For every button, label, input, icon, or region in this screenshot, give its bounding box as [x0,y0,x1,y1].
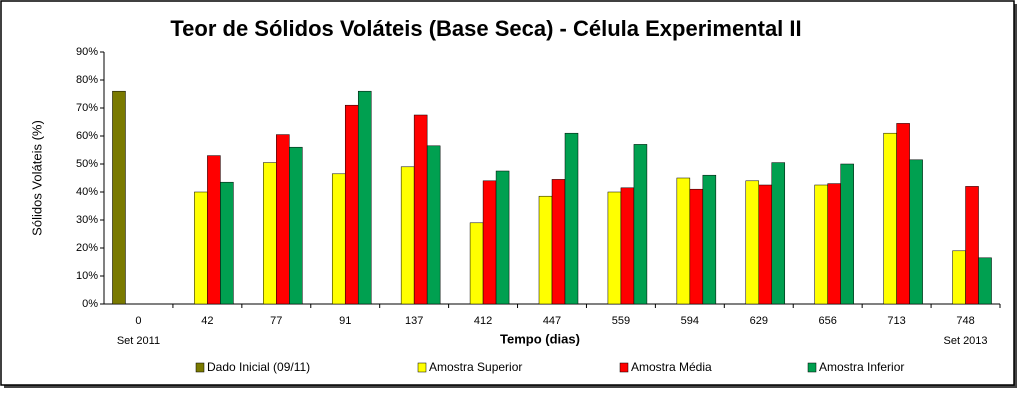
x-tick-label: 629 [750,315,768,327]
y-axis-title: Sólidos Voláteis (%) [29,120,44,236]
x-tick-label: 447 [543,315,561,327]
legend-swatch [195,362,205,373]
bar [771,162,786,305]
bar [276,134,290,305]
bar [551,179,566,305]
y-tick-label: 50% [76,158,98,170]
x-tick-label: 0 [135,315,141,327]
bar [814,184,828,305]
x-sublabel: Set 2011 [117,335,160,347]
bar [676,177,691,305]
bar [112,90,126,305]
bar [633,144,648,305]
bar [896,123,910,305]
bar [344,104,359,305]
x-tick-label: 713 [887,315,905,327]
x-sublabel: Set 2013 [944,335,988,347]
bar [978,257,992,305]
x-tick-label: 748 [956,315,974,327]
bar [827,183,841,305]
bar [495,170,510,305]
bar [207,155,221,305]
bar [840,163,854,305]
legend-swatch [619,362,629,373]
legend-swatch [807,362,817,373]
bar [289,146,303,305]
bar [702,174,717,305]
bar [413,114,428,305]
y-tick-label: 80% [76,74,98,86]
legend-label: Amostra Inferior [819,360,904,374]
bar [469,222,484,305]
legend-label: Amostra Média [631,360,712,374]
legend-swatch [417,362,427,373]
bar [564,132,579,305]
y-tick-label: 0% [82,298,98,310]
bar [194,191,208,305]
bar [220,181,234,305]
bar [357,90,372,305]
bar [758,184,773,305]
bar [482,180,497,305]
x-tick-label: 137 [405,315,423,327]
bar [263,162,277,305]
bar [607,191,622,305]
bar [909,159,923,305]
x-tick-label: 656 [819,315,837,327]
chart-title: Teor de Sólidos Voláteis (Base Seca) - C… [170,16,801,41]
bar [952,250,966,305]
x-tick-label: 559 [612,315,630,327]
bar [745,180,760,305]
bar [331,173,346,305]
y-tick-label: 70% [76,102,98,114]
x-axis-title: Tempo (dias) [500,331,580,346]
y-tick-label: 30% [76,214,98,226]
x-tick-label: 594 [681,315,699,327]
y-tick-label: 40% [76,186,98,198]
x-tick-label: 91 [339,315,351,327]
bar [965,186,979,305]
legend-label: Amostra Superior [429,360,522,374]
bar [538,195,553,305]
x-tick-label: 412 [474,315,492,327]
y-tick-label: 10% [76,270,98,282]
bar [620,187,635,305]
y-tick-label: 60% [76,130,98,142]
bar [400,166,415,305]
y-tick-label: 90% [76,46,98,58]
x-tick-label: 77 [270,315,282,327]
legend-label: Dado Inicial (09/11) [207,360,310,374]
bar [426,145,441,305]
y-tick-label: 20% [76,242,98,254]
bar [883,132,897,305]
bar [689,188,704,305]
x-tick-label: 42 [201,315,213,327]
